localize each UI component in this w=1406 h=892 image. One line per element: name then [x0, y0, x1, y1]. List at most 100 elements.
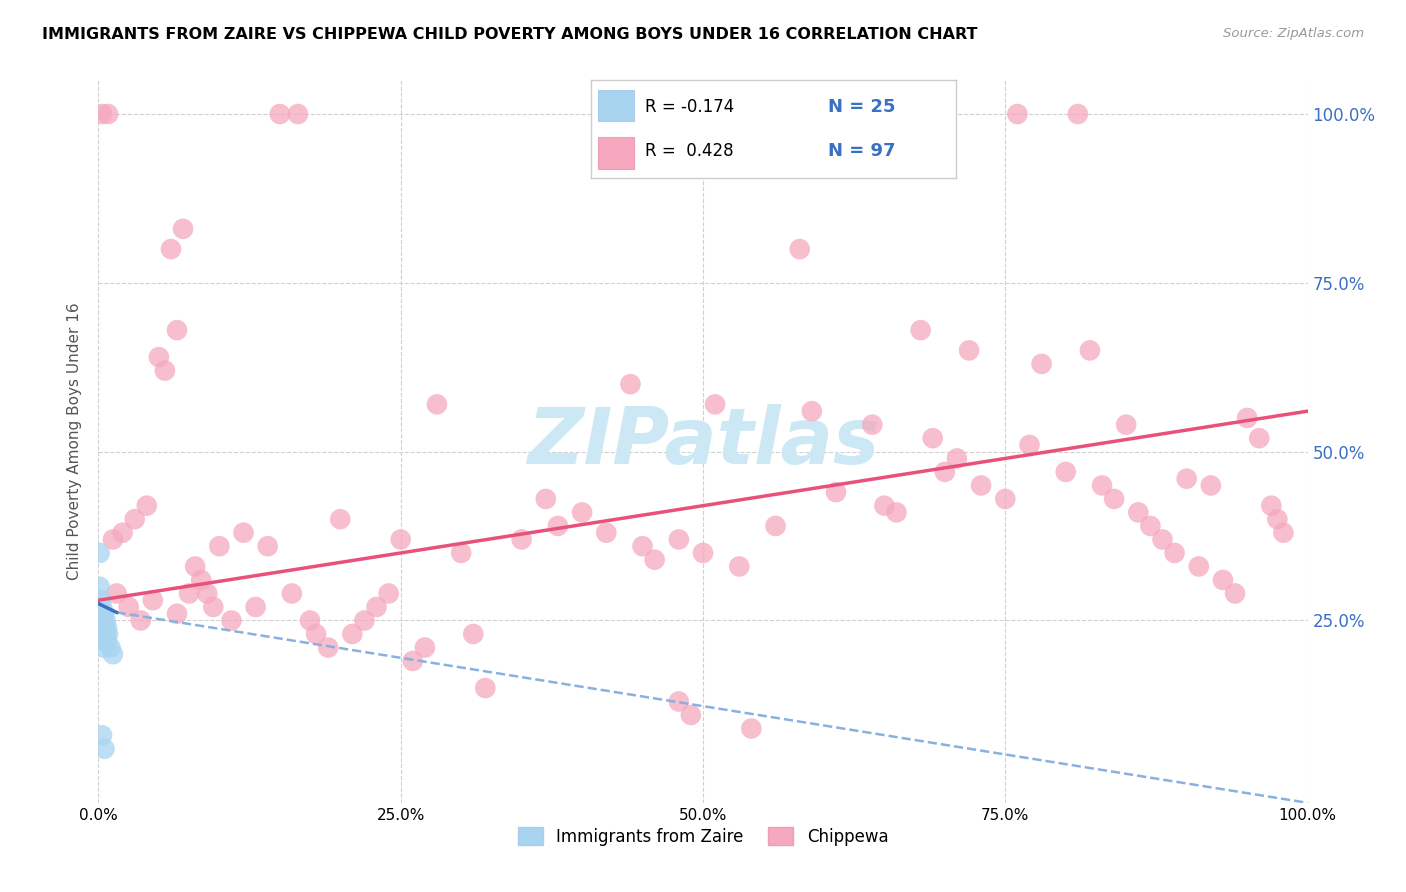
Point [93, 633, 115, 648]
Point [135, 499, 157, 513]
Text: R =  0.428: R = 0.428 [645, 142, 734, 160]
Point [90, 607, 112, 621]
Point [89, 546, 111, 560]
Point [740, 722, 762, 736]
Point [1152, 533, 1174, 547]
Point [1078, 343, 1101, 358]
Point [129, 614, 152, 628]
Point [89, 580, 111, 594]
Point [353, 614, 375, 628]
Point [377, 586, 399, 600]
Point [366, 599, 388, 614]
Point [160, 242, 183, 256]
Point [934, 465, 956, 479]
Point [921, 431, 943, 445]
Point [886, 505, 908, 519]
Point [1018, 438, 1040, 452]
Point [269, 107, 291, 121]
Point [1102, 491, 1125, 506]
Point [166, 323, 188, 337]
Point [91, 107, 114, 121]
Point [91, 627, 114, 641]
Point [1031, 357, 1053, 371]
Point [704, 397, 727, 411]
Point [474, 681, 496, 695]
Point [765, 519, 787, 533]
Point [245, 599, 267, 614]
Point [873, 499, 896, 513]
Point [90, 593, 112, 607]
Point [148, 350, 170, 364]
Point [1175, 472, 1198, 486]
Point [91, 728, 114, 742]
Point [111, 525, 134, 540]
Point [946, 451, 969, 466]
Point [91, 620, 114, 634]
Point [299, 614, 322, 628]
Point [825, 485, 848, 500]
Bar [598, 90, 634, 121]
Point [571, 505, 593, 519]
Point [1249, 431, 1271, 445]
Point [208, 539, 231, 553]
Point [184, 559, 207, 574]
Point [195, 586, 218, 600]
Point [860, 417, 883, 432]
Point [813, 107, 835, 121]
Point [970, 478, 993, 492]
Point [389, 533, 412, 547]
Point [316, 640, 339, 655]
Point [692, 546, 714, 560]
Point [105, 586, 128, 600]
Point [93, 620, 115, 634]
Point [1163, 546, 1185, 560]
Point [93, 607, 115, 621]
Point [342, 627, 364, 641]
Point [1067, 107, 1090, 121]
Point [1139, 519, 1161, 533]
Point [96, 620, 118, 634]
Point [631, 539, 654, 553]
Point [547, 519, 569, 533]
Point [450, 546, 472, 560]
Text: N = 97: N = 97 [828, 142, 896, 160]
Point [179, 586, 201, 600]
Point [1223, 586, 1246, 600]
Point [172, 222, 194, 236]
Point [287, 107, 309, 121]
Point [91, 599, 114, 614]
Point [413, 640, 436, 655]
Text: ZIPatlas: ZIPatlas [527, 403, 879, 480]
Point [90, 614, 112, 628]
Point [679, 708, 702, 723]
Point [329, 512, 352, 526]
Point [94, 614, 117, 628]
Point [619, 377, 641, 392]
Bar [598, 137, 634, 169]
Point [1115, 417, 1137, 432]
Point [202, 599, 225, 614]
Point [166, 607, 188, 621]
Point [97, 627, 120, 641]
Point [190, 573, 212, 587]
Point [1188, 559, 1211, 574]
Point [256, 539, 278, 553]
Point [910, 323, 932, 337]
Point [232, 525, 254, 540]
Point [426, 397, 449, 411]
Text: N = 25: N = 25 [828, 98, 896, 116]
Point [728, 559, 751, 574]
Y-axis label: Child Poverty Among Boys Under 16: Child Poverty Among Boys Under 16 [67, 302, 83, 581]
Point [800, 404, 823, 418]
Point [1007, 107, 1029, 121]
Point [1054, 465, 1077, 479]
Point [93, 627, 115, 641]
Text: Source: ZipAtlas.com: Source: ZipAtlas.com [1223, 27, 1364, 40]
Point [281, 586, 304, 600]
Text: IMMIGRANTS FROM ZAIRE VS CHIPPEWA CHILD POVERTY AMONG BOYS UNDER 16 CORRELATION : IMMIGRANTS FROM ZAIRE VS CHIPPEWA CHILD … [42, 27, 977, 42]
Point [668, 533, 690, 547]
Point [94, 627, 117, 641]
Point [93, 741, 115, 756]
Point [1199, 478, 1222, 492]
Point [402, 654, 425, 668]
